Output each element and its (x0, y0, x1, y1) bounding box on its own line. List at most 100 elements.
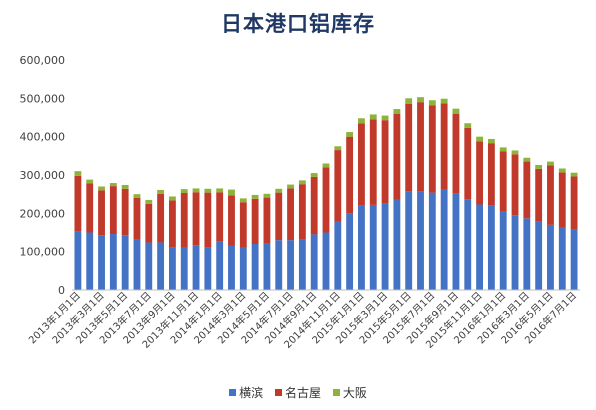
bar-segment-series-0 (369, 204, 377, 290)
bar-segment-series-0 (322, 232, 330, 290)
bar-segment-series-1 (216, 192, 224, 242)
bar-segment-series-0 (298, 239, 306, 290)
bar-stack (109, 183, 117, 290)
bar-segment-series-0 (145, 242, 153, 290)
bar-segment-series-0 (476, 204, 484, 290)
bar-segment-series-2 (168, 196, 176, 201)
bar-segment-series-1 (487, 143, 495, 206)
bar-segment-series-0 (180, 247, 188, 290)
bar-stack (523, 157, 531, 290)
bar-segment-series-0 (535, 221, 543, 290)
bar-segment-series-1 (180, 193, 188, 248)
bar-segment-series-0 (547, 224, 554, 290)
bar-segment-series-0 (121, 235, 129, 290)
bar-stack (192, 188, 200, 290)
bar-segment-series-0 (487, 205, 495, 290)
y-tick-label: 100,000 (20, 246, 66, 259)
bar-stack (322, 163, 330, 290)
y-tick-label: 300,000 (20, 169, 66, 182)
bar-stack (346, 132, 354, 290)
bar-segment-series-1 (417, 102, 424, 192)
bar-stack (310, 173, 318, 290)
bar-segment-series-2 (109, 183, 117, 187)
bar-segment-series-0 (74, 231, 82, 290)
bar-segment-series-2 (133, 194, 141, 198)
bar-segment-series-0 (98, 235, 105, 290)
bar-stack (98, 186, 105, 290)
bar-segment-series-1 (145, 203, 153, 243)
bar-segment-series-2 (346, 132, 354, 137)
bar-segment-series-1 (346, 136, 354, 214)
legend-swatch-yokohama (229, 389, 237, 396)
bar-segment-series-1 (192, 192, 200, 246)
bar-segment-series-1 (393, 113, 401, 200)
bar-segment-series-1 (121, 188, 129, 236)
bar-segment-series-1 (570, 176, 578, 230)
bar-segment-series-0 (511, 215, 519, 290)
bar-segment-series-1 (157, 193, 165, 243)
bar-segment-series-2 (511, 150, 519, 155)
bar-segment-series-1 (464, 127, 472, 200)
bar-segment-series-0 (109, 234, 117, 290)
legend: 横滨 名古屋 大阪 (0, 384, 596, 401)
bar-segment-series-0 (464, 199, 472, 290)
legend-label-yokohama: 横滨 (239, 386, 264, 400)
bar-segment-series-0 (428, 192, 436, 290)
bar-segment-series-0 (157, 242, 165, 290)
bar-segment-series-1 (109, 186, 117, 235)
bar-segment-series-2 (358, 118, 365, 124)
bar-segment-series-2 (310, 173, 318, 177)
bar-segment-series-0 (251, 244, 259, 290)
bar-segment-series-1 (523, 161, 531, 219)
bar-stack (547, 161, 554, 290)
bar-segment-series-2 (405, 98, 413, 104)
bar-segment-series-0 (393, 199, 401, 290)
bar-segment-series-1 (98, 190, 105, 236)
bar-segment-series-2 (499, 147, 507, 152)
bar-segment-series-2 (535, 165, 543, 169)
legend-label-nagoya: 名古屋 (284, 386, 321, 400)
bar-segment-series-1 (547, 165, 554, 225)
y-tick-label: 200,000 (20, 207, 66, 220)
bar-segment-series-2 (98, 186, 105, 191)
bar-segment-series-0 (204, 247, 212, 290)
bar-segment-series-2 (216, 188, 224, 193)
bar-stack (239, 198, 247, 290)
bar-segment-series-2 (334, 146, 342, 151)
bar-segment-series-1 (511, 154, 519, 216)
bar-stack (216, 188, 224, 290)
legend-swatch-nagoya (274, 389, 282, 396)
bar-segment-series-2 (251, 194, 259, 199)
bar-stack (168, 196, 176, 290)
bar-segment-series-2 (86, 179, 94, 184)
bar-segment-series-1 (440, 103, 448, 190)
bar-stack (405, 98, 413, 290)
bar-segment-series-2 (440, 98, 448, 104)
bar-stack (251, 194, 259, 290)
y-axis-labels: 0 100,000 200,000 300,000 400,000 500,000 600,… (20, 54, 66, 297)
bar-segment-series-0 (239, 247, 247, 290)
bar-segment-series-2 (558, 168, 566, 173)
x-axis-labels: 2013年1月1日2013年3月1日2013年5月1日2013年7月1日2013… (26, 289, 580, 351)
bar-stack (157, 189, 165, 290)
bar-segment-series-2 (263, 193, 271, 198)
bar-segment-series-1 (381, 120, 389, 204)
legend-swatch-osaka (332, 389, 340, 396)
bar-segment-series-1 (133, 198, 141, 240)
y-tick-label: 600,000 (20, 54, 66, 67)
bar-segment-series-1 (452, 113, 460, 194)
bar-stack (440, 98, 448, 290)
bar-segment-series-1 (168, 200, 176, 248)
bar-segment-series-2 (369, 114, 377, 120)
bar-stack (358, 118, 365, 290)
bar-segment-series-2 (547, 161, 554, 166)
bar-stack (476, 136, 484, 290)
legend-item-yokohama: 横滨 (229, 384, 263, 401)
bar-stack (263, 193, 271, 290)
bar-segment-series-1 (358, 123, 365, 206)
bar-segment-series-1 (405, 103, 413, 192)
bar-stack (86, 179, 94, 290)
bar-stack (558, 168, 566, 290)
bar-segment-series-2 (487, 138, 495, 144)
